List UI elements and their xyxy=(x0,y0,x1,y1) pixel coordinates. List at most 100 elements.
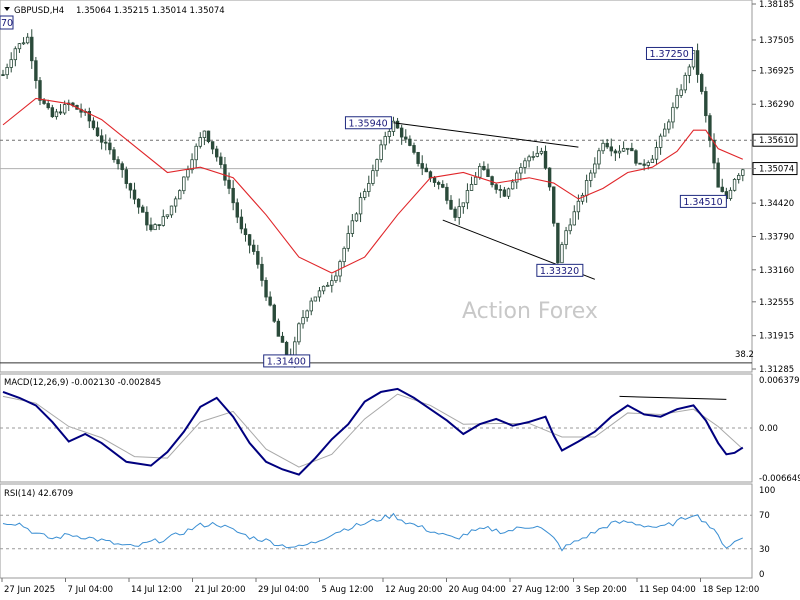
moving-average xyxy=(2,97,744,274)
annotation-box xyxy=(263,354,311,368)
candle-body xyxy=(223,164,227,181)
candle-body xyxy=(354,213,359,222)
time-axis-label: 20 Aug 04:00 xyxy=(449,585,506,595)
candle-body xyxy=(334,275,338,282)
candle-body xyxy=(198,137,202,147)
candle-body xyxy=(301,317,305,325)
candle-body xyxy=(589,172,593,181)
candle-body xyxy=(50,107,55,118)
candle-body xyxy=(305,310,309,318)
candle-body xyxy=(124,169,128,184)
candle-body xyxy=(716,162,720,188)
candle-body xyxy=(642,163,646,166)
candle-body xyxy=(231,187,235,204)
macd-line xyxy=(2,387,744,476)
candle-body xyxy=(367,183,371,192)
macd-signal-line xyxy=(2,393,744,468)
candle-body xyxy=(91,120,96,129)
candle-body xyxy=(519,167,523,174)
candle-body xyxy=(13,48,18,61)
candle-body xyxy=(712,139,716,164)
dropdown-arrow-icon[interactable] xyxy=(4,7,10,11)
macd-axis-label: -0.006649 xyxy=(759,474,800,484)
candle-body xyxy=(239,216,244,230)
candle-body xyxy=(663,128,667,137)
candle-body xyxy=(358,197,363,215)
candle-body xyxy=(169,205,174,216)
price-axis-label: 1.31285 xyxy=(759,365,794,375)
candle-body xyxy=(720,186,724,192)
candle-body xyxy=(190,159,194,171)
price-axis-label: 1.37505 xyxy=(759,36,794,46)
candle-body xyxy=(605,142,609,148)
candle-body xyxy=(708,115,712,141)
candle-body xyxy=(284,341,289,356)
candle-body xyxy=(671,106,675,123)
candle-body xyxy=(264,279,268,298)
candle-body xyxy=(194,145,198,161)
candle-body xyxy=(469,183,474,191)
candle-body xyxy=(736,174,741,180)
annotation-label: 1.35940 xyxy=(348,118,387,129)
price-axis-label: 1.34420 xyxy=(759,199,794,209)
price-axis-label: 1.35610 xyxy=(759,136,794,146)
time-axis-label: 21 Jul 20:00 xyxy=(195,585,246,595)
candle-body xyxy=(515,172,519,183)
candle-body xyxy=(116,159,120,165)
rsi-axis-label: 30 xyxy=(759,545,770,555)
candle-body xyxy=(161,216,165,226)
macd-title: MACD(12,26,9) -0.002130 -0.002845 xyxy=(4,378,161,388)
candle-body xyxy=(547,167,552,188)
watermark: Action Forex xyxy=(462,299,598,324)
annotation-label: 1.33320 xyxy=(540,266,579,277)
candle-body xyxy=(99,135,104,143)
candle-body xyxy=(256,251,260,265)
candle-body xyxy=(227,179,231,189)
candle-body xyxy=(543,150,548,169)
annotation-label: 1.31400 xyxy=(267,356,306,367)
candle-body xyxy=(391,120,396,132)
rsi-indicator: 100 70 30 0 xyxy=(2,486,775,580)
candle-body xyxy=(404,136,408,140)
candle-body xyxy=(9,59,13,68)
candle-body xyxy=(132,189,137,200)
candle-body xyxy=(313,296,318,302)
candle-body xyxy=(120,163,124,171)
candle-body xyxy=(108,142,112,151)
annotation-box xyxy=(344,116,392,130)
candle-body xyxy=(679,89,683,96)
time-axis-label: 14 Jul 12:00 xyxy=(131,585,182,595)
candle-body xyxy=(634,150,638,164)
candle-body xyxy=(432,177,437,183)
candle-body xyxy=(593,163,597,174)
price-axis-label: 1.33790 xyxy=(759,232,794,242)
candle-body xyxy=(667,121,671,130)
candle-body xyxy=(572,211,576,226)
candle-body xyxy=(535,152,539,157)
candle-body xyxy=(461,202,466,208)
candle-body xyxy=(683,74,687,91)
candle-body xyxy=(654,146,659,160)
candle-body xyxy=(523,160,527,168)
candle-body xyxy=(502,189,507,197)
candle-body xyxy=(321,285,326,292)
candle-body xyxy=(728,189,733,199)
candle-body xyxy=(613,150,618,154)
rsi-title: RSI(14) 42.6709 xyxy=(4,489,73,499)
candle-body xyxy=(21,42,26,45)
candle-body xyxy=(704,91,708,117)
candle-body xyxy=(186,169,190,178)
candle-body xyxy=(1,74,5,77)
candle-body xyxy=(621,148,626,152)
annotation-label: 1.34510 xyxy=(683,197,722,208)
candle-body xyxy=(30,36,34,62)
candle-body xyxy=(5,67,9,76)
macd-axis-label: 0.006379 xyxy=(759,376,800,386)
candle-body xyxy=(465,190,470,204)
candle-body xyxy=(104,141,108,144)
candle-body xyxy=(371,170,375,184)
clipped-label: 70 xyxy=(1,18,13,29)
candle-body xyxy=(539,150,544,154)
candle-body xyxy=(675,95,679,108)
